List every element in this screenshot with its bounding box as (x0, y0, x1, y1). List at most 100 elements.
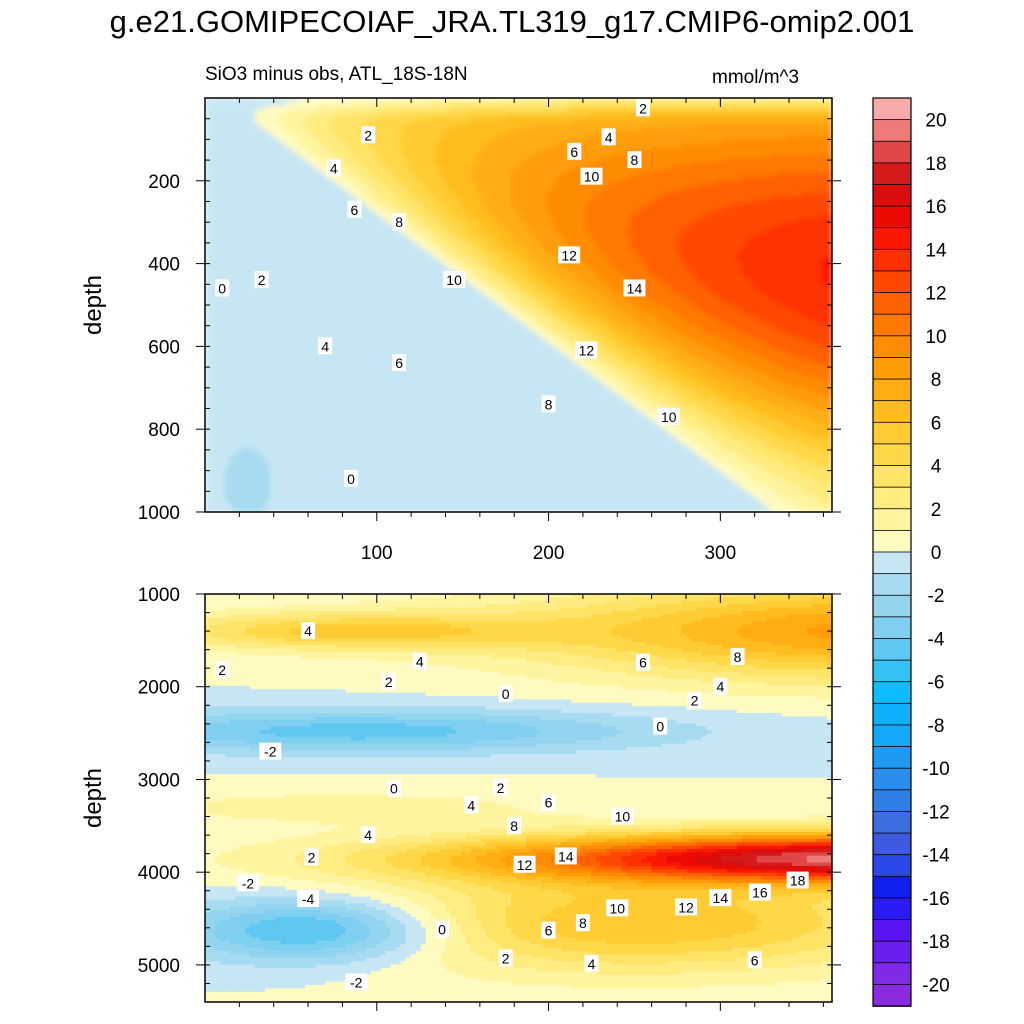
contour-label: 0 (498, 685, 513, 703)
colorbar-swatch (872, 529, 912, 553)
contour-label: 6 (541, 921, 556, 939)
colorbar-swatch (872, 854, 912, 878)
contour-label: 8 (507, 816, 522, 834)
contour-label: 10 (657, 407, 680, 425)
y-tick-label: 600 (148, 337, 180, 358)
colorbar-swatch (872, 400, 912, 424)
colorbar-swatch (872, 313, 912, 337)
y-tick-label: 4000 (138, 863, 180, 884)
colorbar-label: -18 (922, 932, 949, 953)
colorbar-swatch (872, 638, 912, 661)
y-axis-label: depth (80, 275, 107, 335)
colorbar-label: -6 (928, 673, 945, 694)
contour-label: 0 (435, 920, 450, 938)
colorbar-swatch (872, 897, 912, 921)
colorbar-swatch (872, 421, 912, 445)
colorbar-label: -8 (928, 716, 945, 737)
y-tick-label: 800 (148, 420, 180, 441)
colorbar-label: -2 (928, 586, 945, 607)
colorbar-swatch (872, 573, 912, 597)
contour-field (205, 98, 832, 512)
contour-label: 6 (541, 793, 556, 811)
contour-label: -2 (259, 742, 282, 760)
panel-subtitle: SiO3 minus obs, ATL_18S-18N (205, 64, 468, 86)
contour-label: 2 (687, 691, 702, 709)
colorbar-swatch (872, 162, 912, 186)
colorbar-swatch (872, 767, 912, 791)
colorbar-label: 10 (925, 327, 946, 348)
contour-label: 6 (392, 353, 407, 371)
colorbar-label: 16 (925, 197, 946, 218)
colorbar-swatch (872, 335, 912, 359)
colorbar-swatch (872, 248, 912, 272)
y-tick-label: 3000 (138, 770, 180, 791)
contour-label: 12 (513, 855, 536, 873)
colorbar-swatch (872, 119, 912, 143)
contour-label: 10 (580, 167, 603, 185)
colorbar-swatch (872, 919, 912, 942)
colorbar-label: -20 (922, 975, 949, 996)
contour-label: 2 (254, 271, 269, 289)
colorbar-swatch (872, 875, 912, 899)
contour-label: 14 (623, 279, 646, 297)
contour-label: 8 (627, 151, 642, 169)
contour-label: 10 (443, 271, 466, 289)
contour-label: 4 (713, 677, 728, 695)
contour-label: -2 (345, 973, 368, 991)
contour-label: 4 (326, 159, 341, 177)
colorbar-swatch (872, 486, 912, 510)
colorbar-swatch (872, 205, 912, 229)
colorbar-label: -4 (928, 629, 945, 650)
colorbar: 20181614121086420-2-4-6-8-10-12-14-16-18… (872, 97, 950, 1007)
colorbar-label: 0 (931, 543, 942, 564)
contour-label: 0 (215, 279, 230, 297)
colorbar-swatch (872, 962, 912, 986)
contour-label: 2 (215, 661, 230, 679)
contour-label: 14 (709, 889, 732, 907)
colorbar-swatch (872, 97, 912, 121)
colorbar-swatch (872, 227, 912, 251)
y-tick-label: 2000 (138, 678, 180, 699)
colorbar-swatch (872, 357, 912, 380)
contour-label: 12 (674, 898, 697, 916)
contour-label: 4 (318, 337, 333, 355)
colorbar-swatch (872, 443, 912, 467)
colorbar-swatch (872, 465, 912, 488)
contour-label: 10 (606, 899, 629, 917)
contour-label: 14 (554, 847, 577, 865)
colorbar-label: 20 (925, 111, 946, 132)
colorbar-swatch (872, 811, 912, 834)
colorbar-swatch (872, 378, 912, 402)
colorbar-label: -10 (922, 759, 949, 780)
contour-label: 2 (493, 778, 508, 796)
colorbar-frame (872, 97, 912, 1007)
y-tick-label: 5000 (138, 956, 180, 977)
contour-label: 12 (575, 341, 598, 359)
contour-label: -2 (236, 874, 259, 892)
colorbar-swatch (872, 594, 912, 618)
contour-label: 10 (611, 807, 634, 825)
colorbar-label: 18 (925, 154, 946, 175)
contour-label: 6 (747, 951, 762, 969)
colorbar-swatch (872, 184, 912, 207)
y-tick-label: 200 (148, 172, 180, 193)
x-tick-label: 200 (533, 543, 565, 564)
contour-label: 2 (498, 949, 513, 967)
colorbar-label: 12 (925, 284, 946, 305)
colorbar-swatch (872, 659, 912, 683)
colorbar-label: -14 (922, 846, 950, 867)
contour-label: 2 (361, 126, 376, 144)
colorbar-label: 4 (931, 457, 942, 478)
colorbar-swatch (872, 940, 912, 964)
colorbar-swatch (872, 789, 912, 813)
colorbar-swatch (872, 724, 912, 748)
contour-label: 8 (541, 395, 556, 413)
colorbar-label: -12 (922, 802, 949, 823)
colorbar-swatch (872, 681, 912, 705)
chart-title: g.e21.GOMIPECOIAF_JRA.TL319_g17.CMIP6-om… (0, 4, 1024, 40)
contour-label: 4 (412, 652, 427, 670)
contour-label: -4 (297, 890, 320, 908)
colorbar-swatch (872, 292, 912, 315)
colorbar-swatch (872, 270, 912, 294)
colorbar-swatch (872, 508, 912, 532)
